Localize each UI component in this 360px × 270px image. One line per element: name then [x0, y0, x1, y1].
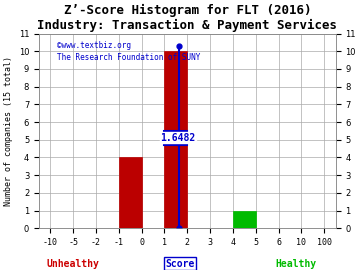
Bar	[119, 157, 141, 228]
Title: Z’-Score Histogram for FLT (2016)
Industry: Transaction & Payment Services: Z’-Score Histogram for FLT (2016) Indust…	[37, 4, 337, 32]
Text: Unhealthy: Unhealthy	[47, 259, 100, 269]
Text: Score: Score	[165, 259, 195, 269]
Y-axis label: Number of companies (15 total): Number of companies (15 total)	[4, 56, 13, 206]
Text: ©www.textbiz.org: ©www.textbiz.org	[57, 42, 131, 50]
Bar	[233, 211, 256, 228]
Text: 1.6482: 1.6482	[161, 133, 196, 143]
Bar	[165, 51, 187, 228]
Text: The Research Foundation of SUNY: The Research Foundation of SUNY	[57, 53, 201, 62]
Text: Healthy: Healthy	[276, 259, 317, 269]
